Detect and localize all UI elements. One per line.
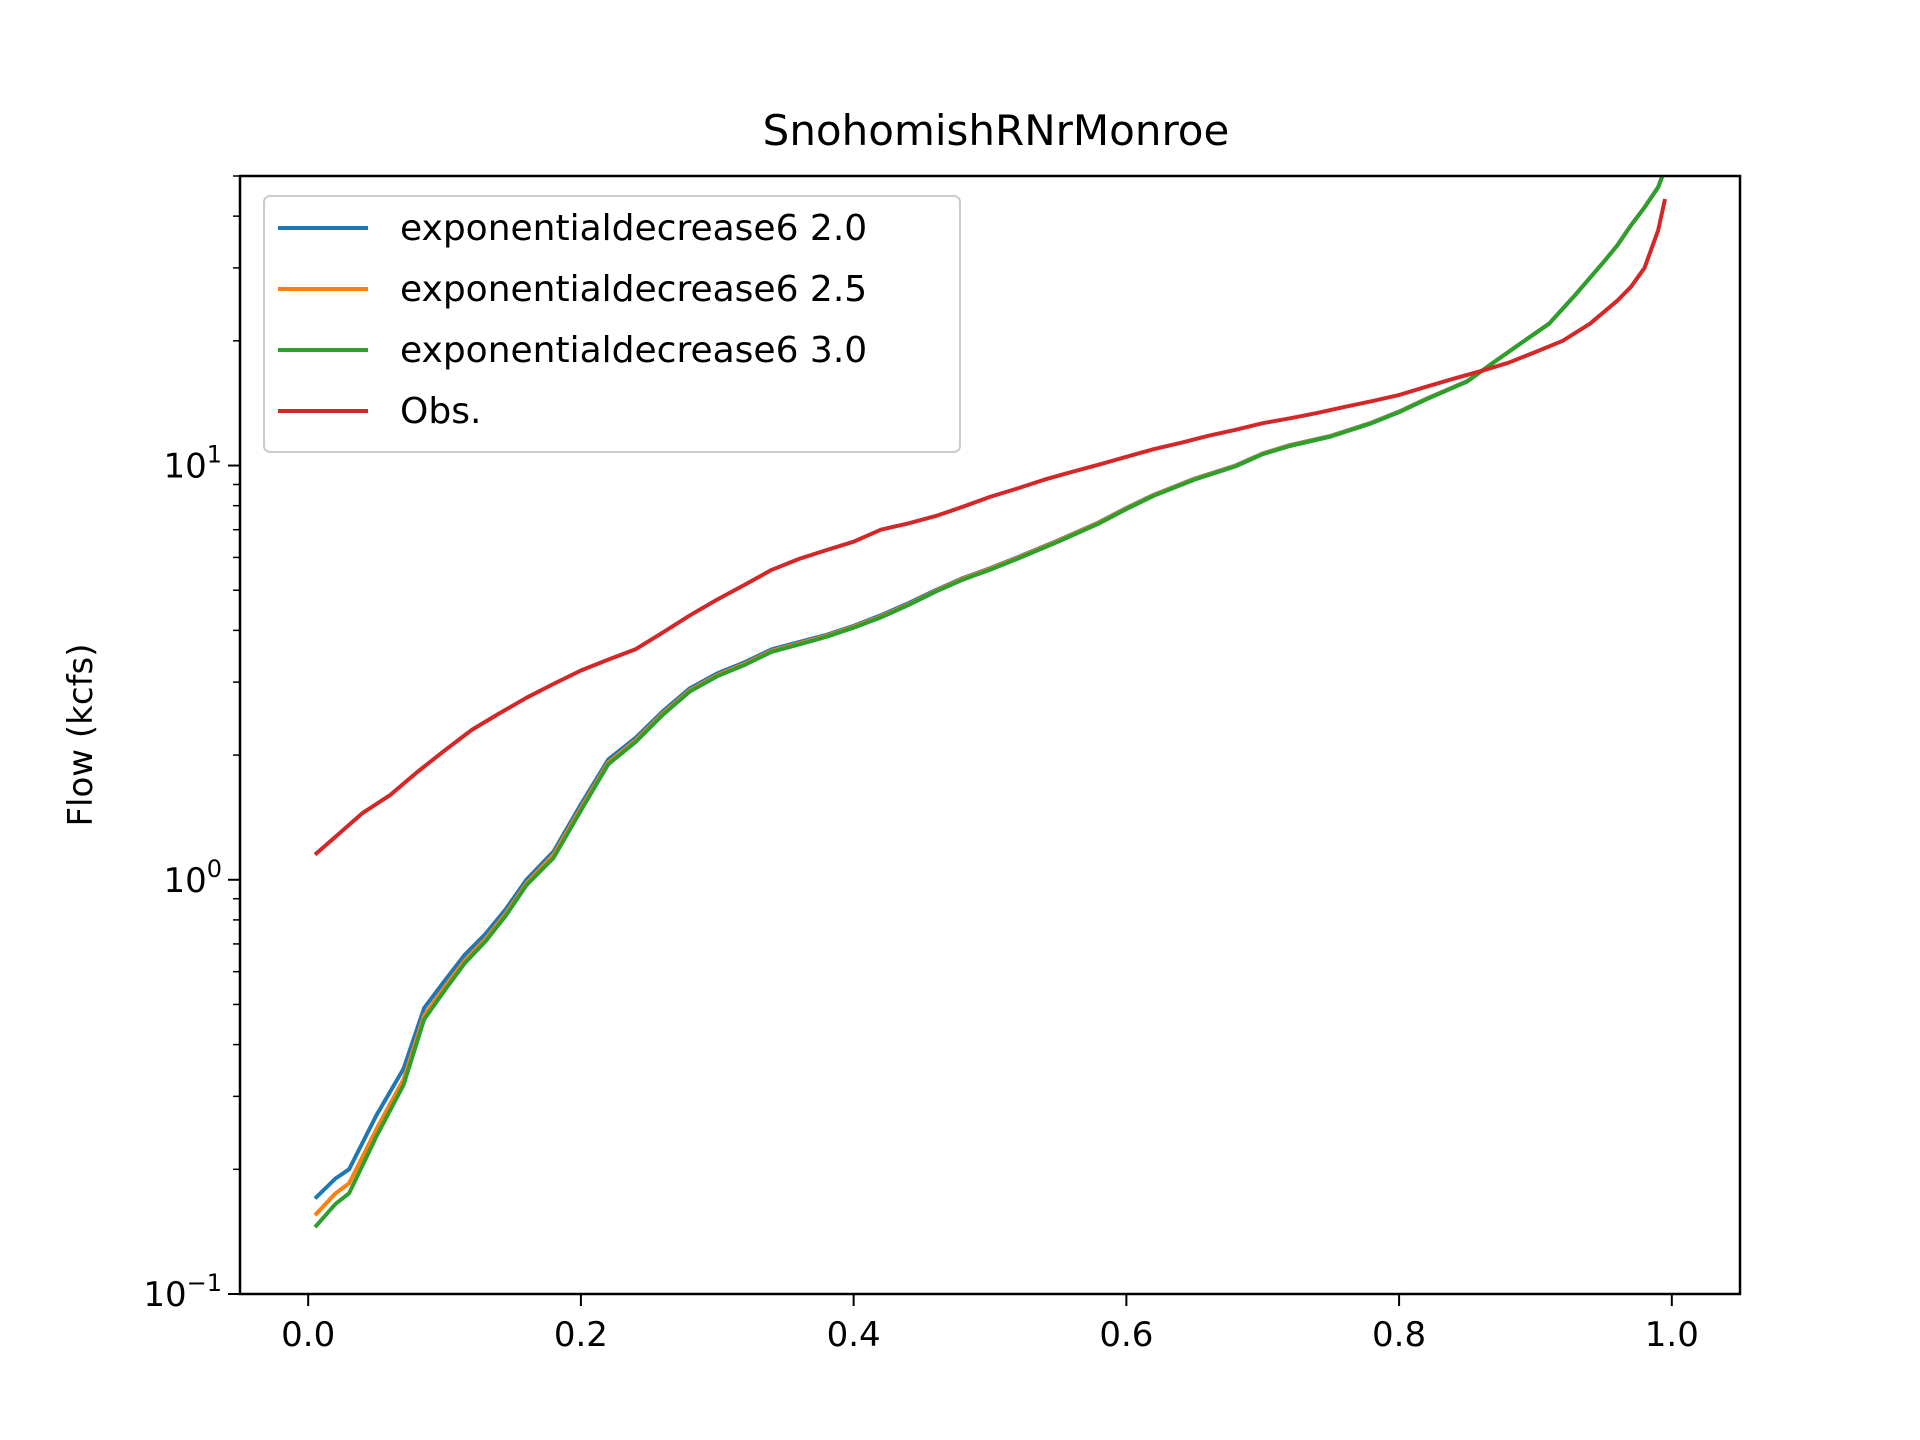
series-line-3: [313, 176, 1665, 1229]
y-tick-label: 101: [163, 441, 222, 487]
x-axis: 0.0 0.2 0.4 0.6 0.8 1.0: [281, 1294, 1699, 1355]
series-line-4: [313, 198, 1667, 857]
legend-box: [263, 195, 961, 453]
plot-frame: [238, 174, 1742, 1296]
x-tick-label: 0.8: [1372, 1315, 1426, 1355]
y-axis: 10−1 100 101: [143, 175, 240, 1315]
y-tick-label: 100: [163, 855, 222, 901]
x-tick-label: 0.6: [1099, 1315, 1153, 1355]
y-axis-label: Flow (kcfs): [61, 643, 101, 826]
x-tick-label: 0.2: [554, 1315, 608, 1355]
legend: exponentialdecrease6 2.0 exponentialdecre…: [263, 195, 961, 453]
chart-title: SnohomishRNrMonroe: [763, 106, 1230, 155]
x-tick-label: 0.0: [281, 1315, 335, 1355]
series-layer: [313, 176, 1667, 1229]
x-tick-label: 1.0: [1645, 1315, 1699, 1355]
y-tick-label: 10−1: [143, 1269, 222, 1315]
legend-label: exponentialdecrease6 3.0: [400, 330, 867, 371]
legend-label: exponentialdecrease6 2.0: [400, 208, 867, 249]
x-tick-label: 0.4: [827, 1315, 881, 1355]
legend-label: Obs.: [400, 391, 481, 432]
legend-label: exponentialdecrease6 2.5: [400, 269, 867, 310]
